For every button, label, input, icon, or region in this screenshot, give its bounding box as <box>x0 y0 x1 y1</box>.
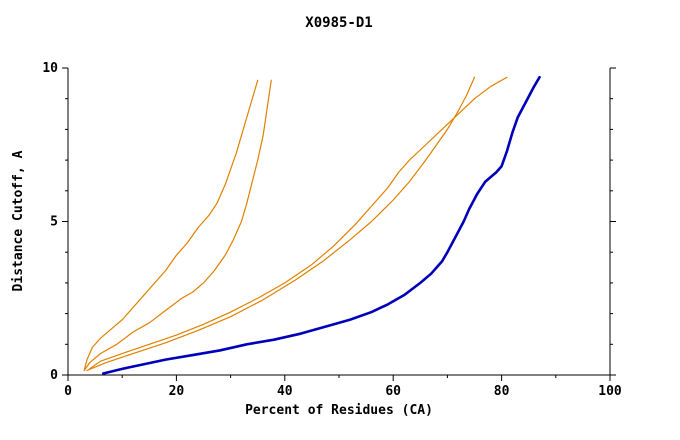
y-tick-label: 10 <box>42 61 58 76</box>
axes <box>62 67 616 381</box>
tick-labels: 0 20 40 60 80 100 0 5 10 <box>42 61 622 399</box>
x-tick-label: 40 <box>277 384 293 399</box>
x-tick-label: 0 <box>64 384 72 399</box>
orange-curve-4 <box>89 76 508 370</box>
blue-highlight-curve <box>101 75 541 375</box>
orange-curve-2 <box>83 79 272 371</box>
curves <box>83 75 541 375</box>
y-tick-label: 5 <box>50 215 58 230</box>
orange-curve-1 <box>83 79 259 371</box>
y-tick-label: 0 <box>50 368 58 383</box>
y-axis-label: Distance Cutoff, A <box>11 150 26 291</box>
x-axis-label: Percent of Residues (CA) <box>245 403 433 418</box>
chart-title: X0985-D1 <box>305 15 372 31</box>
x-tick-label: 20 <box>169 384 185 399</box>
x-tick-label: 60 <box>385 384 401 399</box>
x-tick-label: 100 <box>598 384 622 399</box>
x-tick-label: 80 <box>494 384 510 399</box>
orange-curve-3 <box>86 76 476 371</box>
